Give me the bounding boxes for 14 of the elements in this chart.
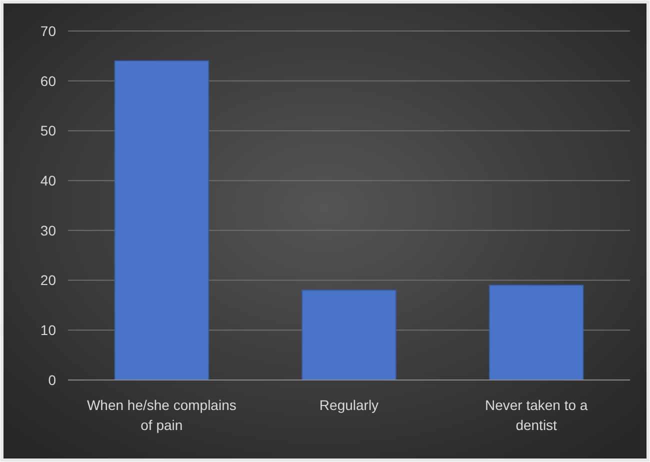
x-tick-label: Never taken to a dentist	[484, 397, 588, 433]
y-tick-label: 20	[40, 272, 56, 288]
y-tick-label: 60	[40, 72, 56, 89]
y-tick-label: 40	[40, 172, 56, 188]
y-tick-label: 50	[40, 122, 56, 139]
y-tick-label: 70	[40, 22, 56, 39]
x-tick-label: When he/she complains of pain	[86, 397, 236, 433]
bar	[489, 284, 584, 380]
y-tick-label: 30	[40, 222, 56, 238]
y-tick-label: 10	[40, 322, 56, 338]
x-tick-label: Regularly	[319, 397, 379, 413]
bar	[302, 290, 396, 380]
y-tick-label: 0	[48, 372, 56, 388]
bar	[114, 60, 209, 380]
